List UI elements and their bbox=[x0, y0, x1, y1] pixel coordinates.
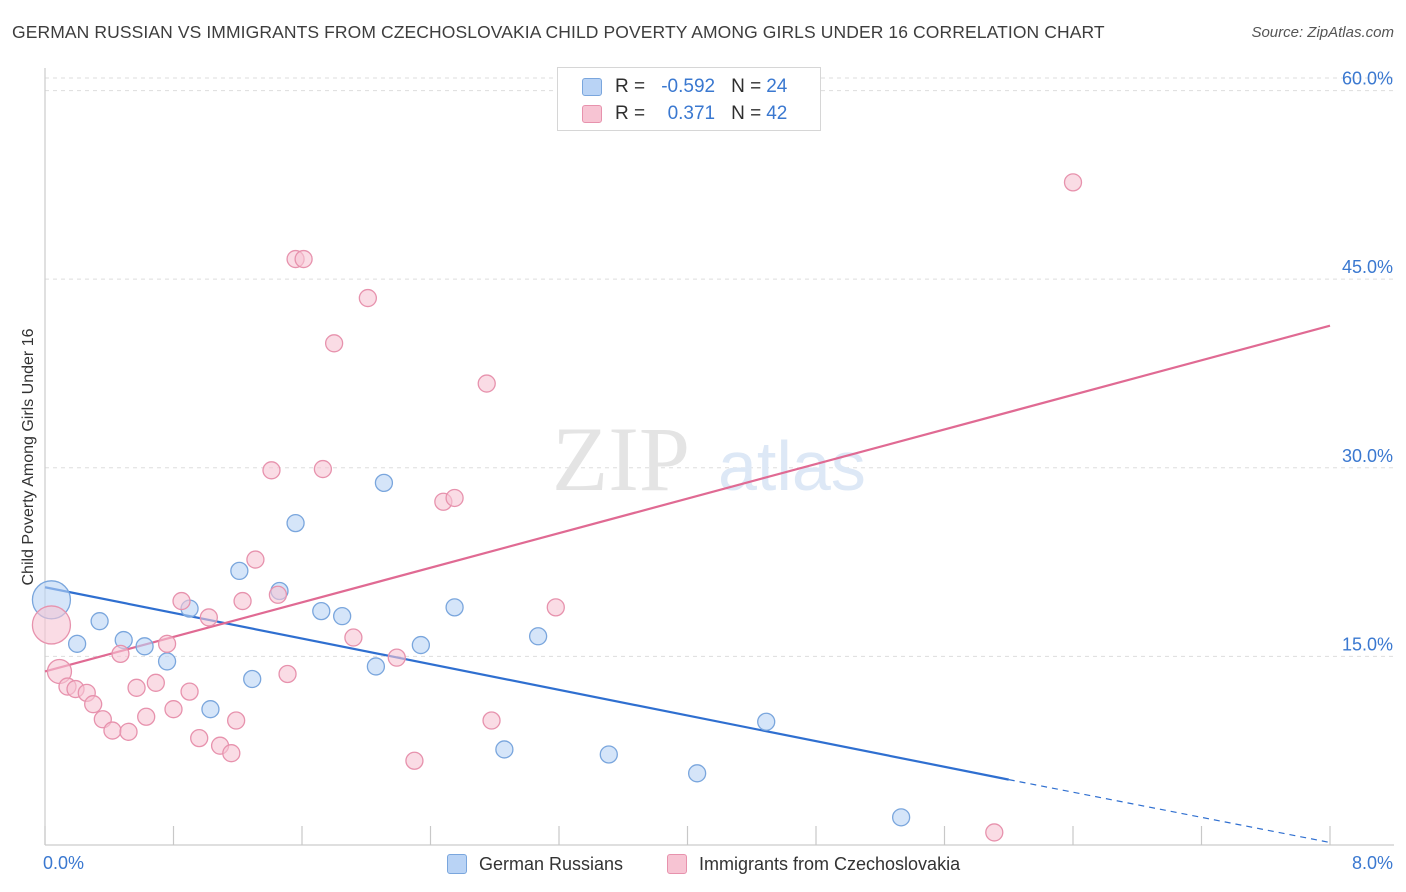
point-german-russians bbox=[201, 700, 220, 719]
point-german-russians bbox=[366, 657, 386, 676]
trend-line-czechoslovakia bbox=[44, 324, 1331, 673]
point-czechoslovakia bbox=[344, 628, 363, 647]
point-czechoslovakia bbox=[294, 249, 313, 269]
point-german-russians bbox=[411, 635, 431, 655]
point-czechoslovakia bbox=[546, 598, 565, 617]
point-czechoslovakia bbox=[164, 700, 183, 719]
chart-title: GERMAN RUSSIAN VS IMMIGRANTS FROM CZECHO… bbox=[12, 22, 1105, 42]
legend-row-czechoslovakia: R = 0.371 N = 42 bbox=[582, 102, 787, 126]
point-german-russians bbox=[528, 627, 548, 646]
point-german-russians bbox=[445, 598, 464, 617]
point-czechoslovakia bbox=[127, 678, 146, 697]
point-czechoslovakia bbox=[358, 288, 378, 308]
point-czechoslovakia bbox=[180, 682, 199, 701]
point-czechoslovakia bbox=[146, 673, 165, 692]
point-german-russians bbox=[67, 634, 87, 653]
point-czechoslovakia bbox=[405, 751, 424, 770]
series-name: Immigrants from Czechoslovakia bbox=[699, 853, 961, 874]
point-czechoslovakia bbox=[985, 823, 1004, 842]
series-legend-german-russians: German Russians bbox=[447, 852, 623, 876]
data-points bbox=[31, 173, 1083, 842]
point-czechoslovakia bbox=[268, 585, 288, 604]
point-german-russians bbox=[333, 607, 352, 626]
y-tick-label: 30.0% bbox=[1342, 446, 1393, 466]
series-legend-czechoslovakia: Immigrants from Czechoslovakia bbox=[667, 852, 960, 876]
point-czechoslovakia bbox=[482, 711, 501, 730]
trend-line-german-russians-extension bbox=[1008, 779, 1331, 844]
point-czechoslovakia bbox=[111, 644, 130, 664]
point-german-russians bbox=[230, 561, 249, 581]
legend-r-value: 0.371 bbox=[667, 103, 716, 124]
legend-swatch-pink bbox=[582, 105, 602, 123]
point-czechoslovakia bbox=[222, 744, 241, 763]
point-czechoslovakia bbox=[313, 459, 333, 479]
series-swatch-pink bbox=[667, 854, 687, 874]
point-german-russians bbox=[157, 652, 177, 671]
legend-swatch-blue bbox=[582, 78, 602, 96]
point-czechoslovakia bbox=[387, 648, 406, 667]
watermark-zip: ZIP bbox=[552, 408, 690, 510]
point-czechoslovakia bbox=[226, 711, 246, 730]
legend-row-german-russians: R = -0.592 N = 24 bbox=[582, 75, 787, 99]
watermark: ZIP atlas bbox=[552, 408, 866, 510]
point-czechoslovakia bbox=[31, 605, 72, 645]
point-german-russians bbox=[243, 669, 262, 689]
x-tick-label: 8.0% bbox=[1352, 853, 1393, 873]
point-german-russians bbox=[599, 745, 618, 764]
point-czechoslovakia bbox=[84, 695, 103, 714]
point-czechoslovakia bbox=[233, 591, 252, 611]
point-czechoslovakia bbox=[157, 634, 177, 653]
point-german-russians bbox=[495, 740, 514, 759]
watermark-atlas: atlas bbox=[718, 427, 866, 505]
point-czechoslovakia bbox=[324, 334, 344, 353]
source-label: Source: ZipAtlas.com bbox=[1251, 24, 1394, 41]
point-czechoslovakia bbox=[1063, 173, 1083, 192]
point-czechoslovakia bbox=[477, 374, 496, 393]
point-german-russians bbox=[374, 473, 394, 493]
point-german-russians bbox=[135, 637, 154, 656]
y-tick-label: 15.0% bbox=[1342, 634, 1393, 654]
series-swatch-blue bbox=[447, 854, 467, 874]
trend-lines bbox=[44, 324, 1331, 844]
legend-n-value: 24 bbox=[766, 76, 788, 97]
point-german-russians bbox=[757, 712, 776, 731]
y-axis-label: Child Poverty Among Girls Under 16 bbox=[20, 328, 37, 585]
legend-n-label: N = bbox=[731, 76, 762, 97]
point-czechoslovakia bbox=[199, 608, 218, 627]
x-tick-label: 0.0% bbox=[43, 853, 84, 873]
point-czechoslovakia bbox=[119, 722, 138, 741]
point-czechoslovakia bbox=[103, 721, 122, 740]
legend-n-label: N = bbox=[731, 103, 762, 124]
point-czechoslovakia bbox=[172, 591, 191, 611]
point-czechoslovakia bbox=[190, 728, 209, 748]
correlation-legend: R = -0.592 N = 24 R = 0.371 N = 42 bbox=[557, 67, 821, 131]
axes bbox=[44, 68, 1394, 846]
legend-n-value: 42 bbox=[766, 103, 788, 124]
point-german-russians bbox=[891, 808, 911, 827]
point-czechoslovakia bbox=[278, 664, 297, 684]
series-name: German Russians bbox=[479, 853, 624, 874]
point-german-russians bbox=[687, 764, 707, 783]
point-german-russians bbox=[90, 612, 109, 631]
y-tick-label: 45.0% bbox=[1342, 257, 1393, 277]
legend-r-value: -0.592 bbox=[661, 76, 716, 97]
point-german-russians bbox=[312, 601, 331, 621]
y-tick-label: 60.0% bbox=[1342, 69, 1393, 89]
point-czechoslovakia bbox=[137, 707, 156, 726]
point-czechoslovakia bbox=[445, 488, 464, 508]
point-german-russians bbox=[286, 513, 305, 533]
point-czechoslovakia bbox=[262, 461, 281, 480]
tick-labels: 15.0% 30.0% 45.0% 60.0% 0.0% 8.0% bbox=[43, 69, 1393, 873]
point-czechoslovakia bbox=[246, 550, 265, 569]
legend-r-label: R = bbox=[615, 76, 646, 97]
legend-r-label: R = bbox=[615, 103, 646, 124]
